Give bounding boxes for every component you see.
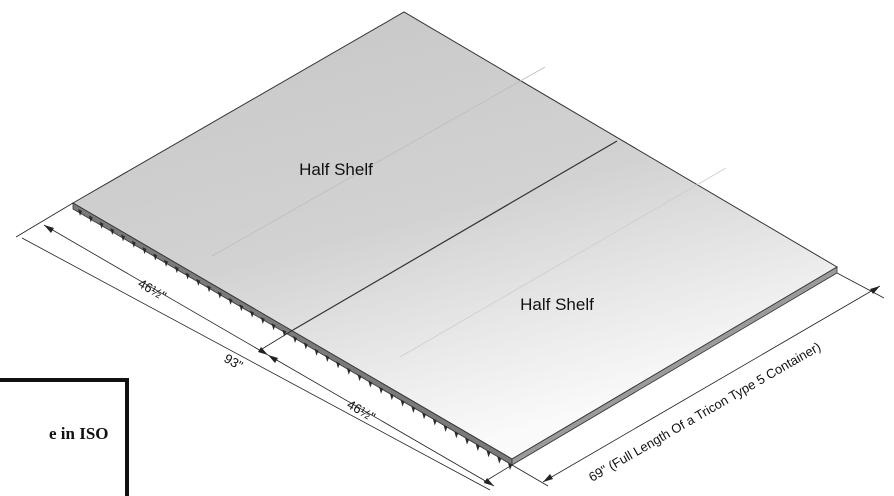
shelf-rib — [121, 234, 125, 242]
upper-panel-label: Half Shelf — [299, 160, 373, 179]
shelf-rib — [217, 291, 222, 299]
shelf-rib — [379, 386, 383, 394]
shelf-rib — [357, 374, 362, 382]
shelf-rib — [207, 285, 211, 293]
shelf-rib — [368, 380, 373, 388]
shelf-rib — [228, 297, 233, 305]
shelf-rib — [432, 418, 437, 426]
shelf-rib — [336, 361, 340, 369]
shelf-rib — [260, 316, 265, 324]
shelf-rib — [185, 272, 190, 280]
shelf-ribs — [78, 209, 512, 470]
shelf-rib — [325, 355, 330, 363]
shelf-rib — [164, 259, 168, 267]
panel-seam-upper — [211, 66, 546, 257]
shelf-rib — [131, 240, 136, 248]
shelf-rib — [88, 215, 93, 223]
shelf-rib — [497, 456, 502, 464]
shelf-rib — [174, 266, 179, 274]
shelf-rib — [411, 405, 416, 413]
shelf-rib — [400, 399, 405, 407]
dim-full-width-text: 93" — [222, 351, 246, 374]
shelf-rib — [443, 424, 448, 432]
shelf-rib — [250, 310, 254, 318]
note-box: e in ISO — [0, 378, 129, 496]
dimension-arrows — [44, 225, 880, 486]
shelf-rib — [346, 367, 351, 375]
shelf-rib — [99, 221, 104, 229]
shelf-rib — [389, 393, 394, 401]
shelf-rib — [454, 431, 459, 439]
shelf-rib — [422, 412, 426, 420]
shelf-rib — [271, 323, 276, 331]
dim-half-upper-text: 46½" — [136, 276, 170, 304]
shelf-rib — [110, 228, 115, 236]
shelf-rib — [282, 329, 287, 337]
shelf-rib — [475, 443, 480, 451]
shelf-rib — [486, 450, 491, 458]
shelf-rib — [239, 304, 244, 312]
shelf-rib — [314, 348, 319, 356]
shelf-rib — [153, 253, 158, 261]
shelf-rib — [293, 336, 297, 343]
panel-divider — [292, 140, 618, 331]
note-box-text: e in ISO — [49, 424, 109, 443]
shelf-rib — [142, 247, 147, 255]
dimension-lines — [15, 202, 885, 491]
shelf-rib — [303, 342, 308, 350]
shelf-rib — [196, 278, 201, 286]
panel-seam-lower — [399, 167, 727, 358]
shelf-rib — [78, 209, 82, 216]
lower-panel-label: Half Shelf — [520, 295, 594, 314]
shelf-rib — [465, 437, 469, 445]
